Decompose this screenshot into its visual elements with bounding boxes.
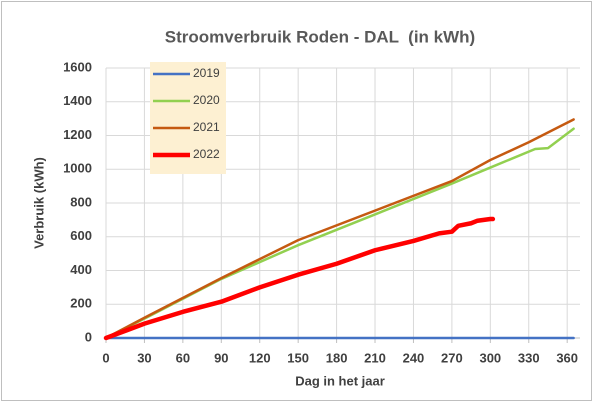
y-tick-label: 600 [70,228,92,243]
chart-title: Stroomverbruik Roden - DAL (in kWh) [165,27,475,46]
x-tick-label: 300 [479,350,501,365]
x-tick-label: 30 [137,350,151,365]
y-axis-label: Verbruik (kWh) [31,157,46,249]
x-tick-label: 0 [102,350,109,365]
y-tick-label: 200 [70,296,92,311]
y-tick-label: 1400 [63,93,92,108]
line-series [103,216,496,341]
legend-label: 2020 [193,93,220,107]
legend-label: 2021 [193,120,220,134]
x-tick-label: 150 [287,350,309,365]
x-tick-label: 270 [441,350,463,365]
x-tick-label: 330 [518,350,540,365]
y-tick-label: 1600 [63,59,92,74]
legend-label: 2022 [193,147,220,161]
line-series [104,118,575,340]
x-tick-label: 210 [364,350,386,365]
y-tick-label: 400 [70,262,92,277]
x-axis-label: Dag in het jaar [295,373,385,388]
y-tick-label: 800 [70,194,92,209]
x-tick-label: 240 [403,350,425,365]
x-tick-label: 90 [214,350,228,365]
legend-label: 2019 [193,66,220,80]
x-tick-label: 180 [326,350,348,365]
y-tick-label: 1200 [63,127,92,142]
x-tick-label: 120 [249,350,271,365]
y-tick-label: 0 [85,329,92,344]
y-tick-label: 1000 [63,161,92,176]
x-tick-label: 60 [176,350,190,365]
x-tick-label: 360 [556,350,578,365]
